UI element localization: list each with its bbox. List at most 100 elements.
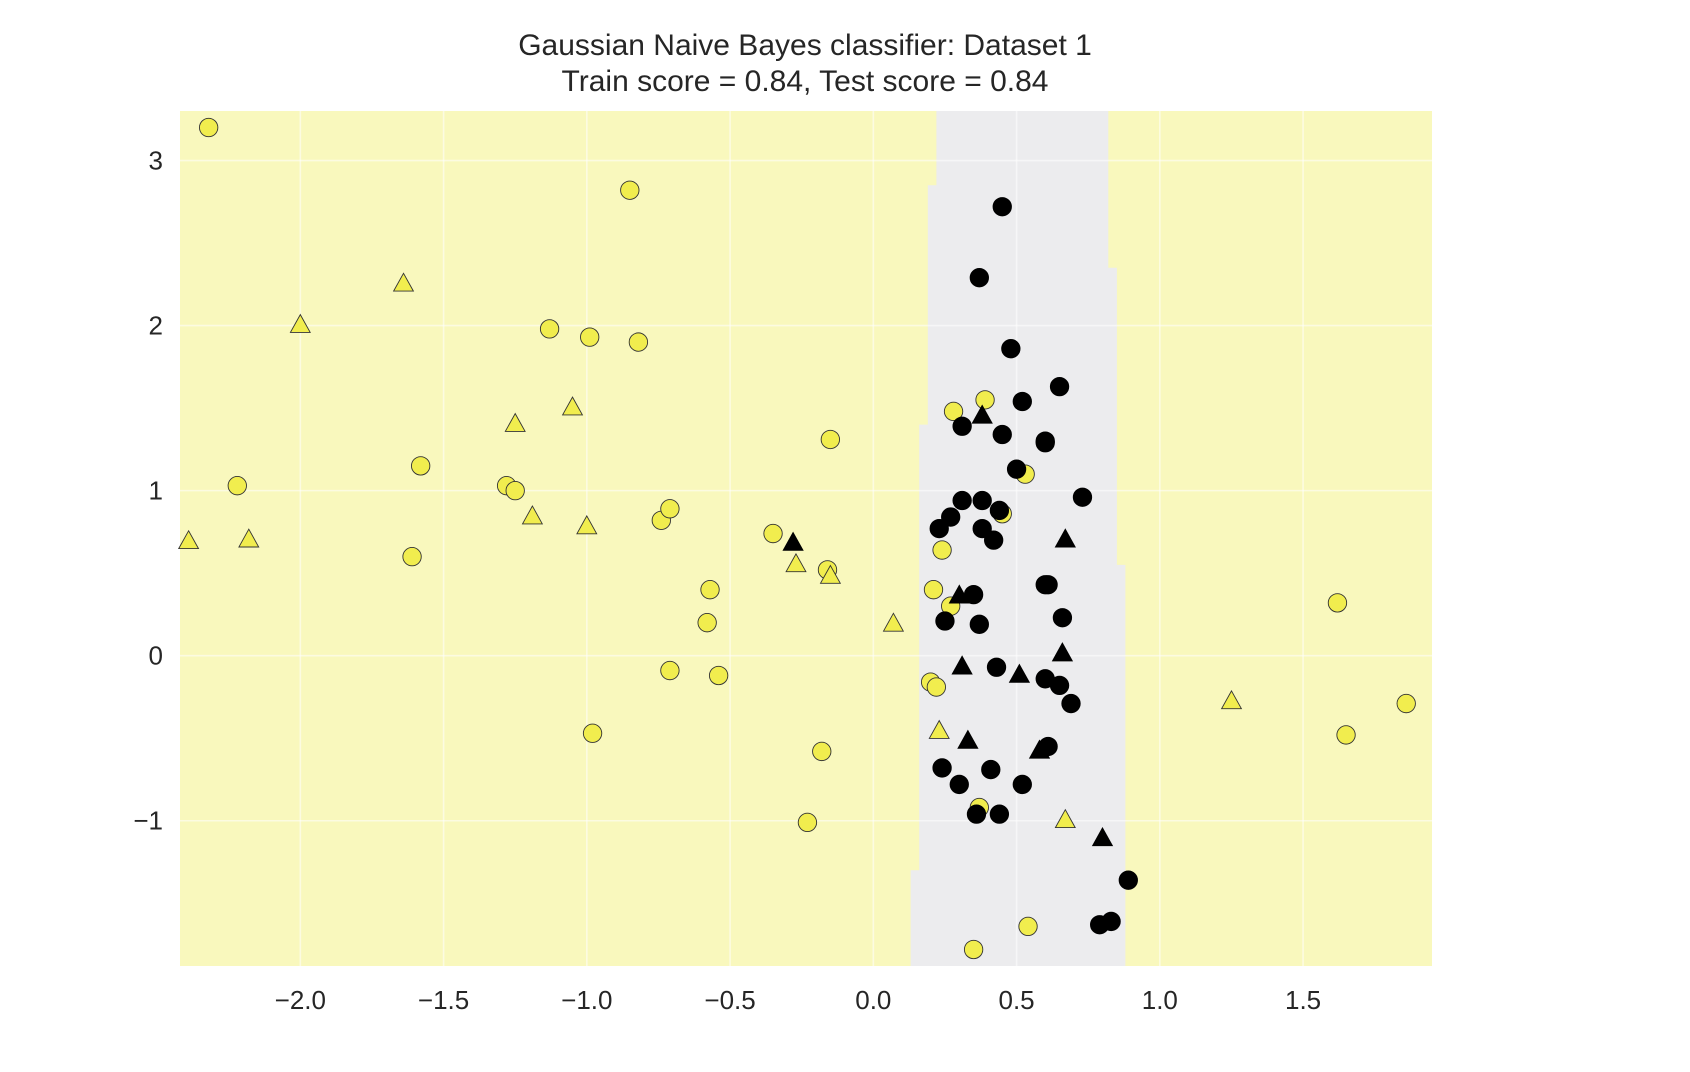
yellow-triangle-point: [392, 272, 415, 292]
yellow-circle-point: [227, 476, 247, 496]
yellow-triangle-point: [521, 505, 544, 525]
yellow-triangle-point: [576, 514, 598, 535]
x-tick-label: −2.0: [275, 985, 326, 1015]
black-circle-point: [1012, 391, 1032, 412]
yellow-triangle-point: [561, 396, 584, 416]
yellow-circle-point: [943, 401, 964, 422]
yellow-triangle-point: [785, 552, 807, 573]
yellow-circle-point: [402, 547, 422, 567]
black-circle-point: [1072, 487, 1093, 507]
black-circle-point: [1061, 693, 1081, 714]
yellow-triangle-point: [1220, 689, 1243, 710]
yellow-circle-point: [1018, 916, 1038, 937]
yellow-circle-point: [1396, 693, 1416, 714]
yellow-circle-point: [797, 812, 818, 833]
black-triangle-point: [1054, 528, 1076, 548]
yellow-circle-point: [1327, 593, 1348, 613]
yellow-circle-point: [628, 332, 649, 352]
yellow-circle-point: [660, 660, 680, 681]
x-tick-label: 1.5: [1285, 985, 1321, 1015]
black-triangle-point: [951, 655, 973, 675]
data-points: [177, 117, 1416, 960]
yellow-circle-point: [975, 390, 995, 410]
y-tick-label: 1: [149, 476, 163, 506]
black-circle-point: [949, 774, 969, 795]
black-circle-point: [941, 507, 961, 527]
chart-title-block: Gaussian Naive Bayes classifier: Dataset…: [0, 28, 1610, 100]
black-circle-point: [972, 518, 992, 539]
yellow-triangle-point: [177, 529, 200, 550]
black-triangle-point: [1091, 826, 1114, 847]
black-circle-point: [1001, 339, 1021, 359]
x-tick-label: −1.5: [418, 985, 469, 1015]
y-tick-label: 0: [149, 641, 163, 671]
yellow-circle-point: [411, 456, 431, 476]
black-circle-point: [986, 657, 1007, 677]
yellow-circle-point: [923, 580, 944, 600]
black-triangle-point: [1008, 663, 1031, 683]
yellow-triangle-point: [238, 528, 260, 548]
black-circle-point: [972, 490, 992, 511]
yellow-circle-point: [963, 939, 984, 960]
yellow-triangle-point: [1054, 808, 1076, 829]
black-circle-point: [1101, 911, 1121, 932]
yellow-circle-point: [812, 741, 832, 762]
yellow-circle-point: [697, 613, 717, 633]
yellow-triangle-point: [289, 313, 311, 333]
y-tick-label: −1: [133, 806, 163, 836]
black-triangle-point: [957, 729, 979, 749]
yellow-circle-point: [708, 665, 729, 686]
black-circle-point: [935, 611, 955, 631]
black-circle-point: [952, 490, 972, 511]
black-triangle-point: [782, 531, 804, 551]
x-tick-label: −0.5: [704, 985, 755, 1015]
black-circle-point: [1049, 675, 1070, 696]
y-axis-ticks: −1 0 1 2 3: [133, 146, 163, 836]
black-circle-point: [1012, 774, 1032, 795]
black-circle-point: [969, 614, 989, 634]
black-circle-point: [992, 197, 1012, 217]
yellow-circle-point: [660, 499, 680, 519]
black-circle-point: [1038, 575, 1058, 595]
chart-subtitle: Train score = 0.84, Test score = 0.84: [561, 65, 1049, 98]
yellow-circle-point: [505, 480, 525, 501]
yellow-circle-point: [580, 327, 600, 347]
region-gray: [910, 111, 1126, 966]
yellow-triangle-point: [882, 612, 905, 632]
black-circle-point: [966, 804, 987, 824]
yellow-circle-point: [926, 677, 947, 697]
yellow-circle-point: [820, 429, 841, 450]
black-triangle-point: [1028, 739, 1051, 759]
yellow-circle-point: [763, 523, 783, 544]
black-circle-point: [989, 500, 1010, 521]
x-tick-label: −1.0: [561, 985, 612, 1015]
yellow-triangle-point: [504, 412, 526, 432]
black-circle-point: [1049, 376, 1070, 397]
black-circle-point: [992, 424, 1012, 445]
grid-lines: [180, 111, 1432, 966]
black-circle-point: [969, 268, 989, 288]
black-circle-point: [984, 530, 1004, 550]
yellow-circle-point: [700, 580, 720, 600]
black-circle-point: [1006, 459, 1027, 479]
y-tick-label: 2: [149, 311, 163, 341]
black-circle-point: [952, 416, 972, 436]
decision-regions: [180, 111, 1432, 966]
yellow-circle-point: [932, 540, 952, 560]
yellow-triangle-point: [819, 564, 842, 584]
black-circle-point: [981, 759, 1001, 780]
yellow-circle-point: [582, 723, 603, 743]
black-circle-point: [1035, 431, 1055, 451]
yellow-circle-point: [539, 319, 560, 339]
yellow-triangle-point: [928, 719, 950, 739]
chart-title: Gaussian Naive Bayes classifier: Dataset…: [518, 29, 1092, 62]
black-circle-point: [989, 804, 1010, 824]
black-triangle-point: [948, 584, 970, 604]
yellow-circle-point: [620, 180, 640, 200]
black-circle-point: [932, 758, 952, 778]
y-tick-label: 3: [149, 146, 163, 176]
black-triangle-point: [1051, 642, 1074, 662]
x-tick-label: 1.0: [1142, 985, 1178, 1015]
x-axis-ticks: −2.0 −1.5 −1.0 −0.5 0.0 0.5 1.0 1.5: [275, 985, 1321, 1015]
